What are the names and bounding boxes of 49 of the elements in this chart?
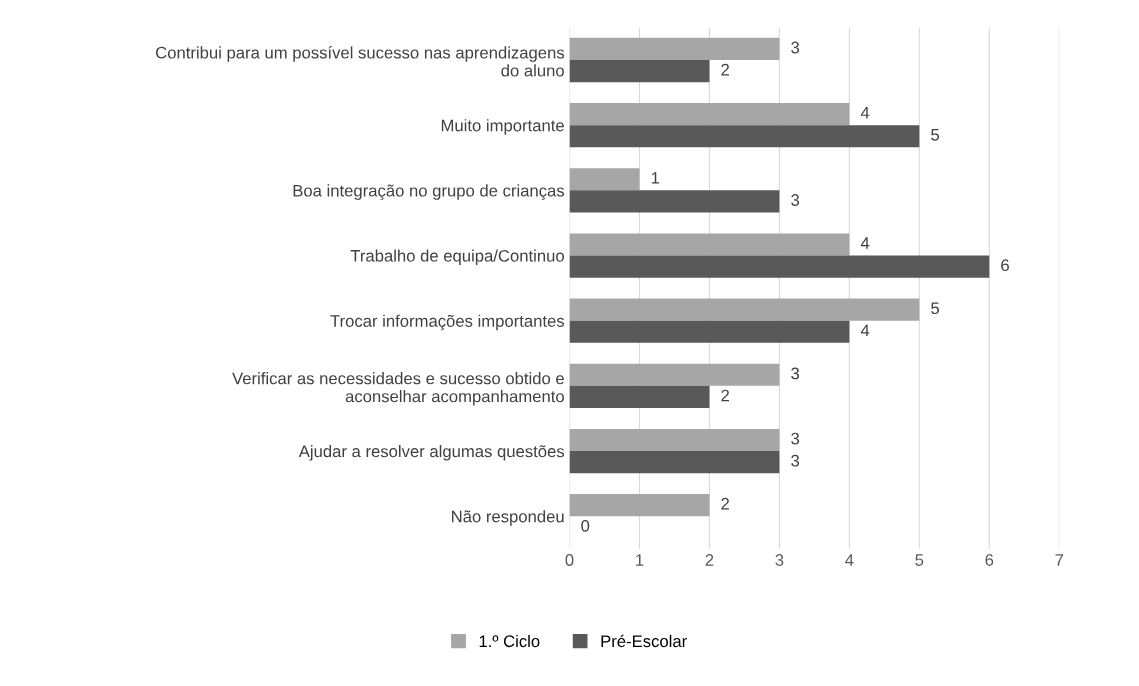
bar [569, 125, 920, 148]
legend-label: Pré-Escolar [601, 634, 687, 648]
data-label: 3 [791, 454, 800, 467]
bar [569, 494, 710, 517]
data-label: 3 [791, 432, 800, 445]
data-label: 3 [791, 194, 800, 206]
bar [569, 103, 850, 126]
data-label: 5 [931, 302, 940, 315]
data-label: 5 [931, 129, 940, 141]
data-label: 3 [791, 367, 800, 380]
bar [569, 37, 780, 61]
data-label: 1 [651, 172, 660, 184]
y-tick-label: Ajudar a resolver algumas questões [298, 445, 565, 461]
data-label: 2 [721, 389, 729, 402]
y-tick-label: Boa integração no grupo de crianças [293, 184, 565, 200]
data-label: 0 [581, 519, 590, 532]
bar [569, 428, 780, 452]
y-tick-label: Não respondeu [452, 510, 564, 526]
bar [569, 255, 990, 278]
bar [569, 60, 710, 83]
x-tick-label: 6 [985, 554, 994, 566]
bar [569, 320, 850, 343]
y-tick-label: Trocar informações importantes [330, 314, 565, 331]
bar [569, 190, 780, 213]
y-tick-label: Verificar as necessidades e sucesso obtido e aconselhar acompanhamento [232, 372, 564, 406]
bar [569, 451, 780, 474]
x-tick-label: 2 [705, 554, 714, 566]
legend-label: 1.º Ciclo [479, 634, 540, 648]
data-label: 4 [860, 324, 870, 337]
bar [569, 385, 710, 409]
x-tick-label: 4 [845, 554, 854, 566]
data-label: 3 [791, 41, 800, 54]
x-tick-label: 1 [636, 554, 644, 566]
x-tick-label: 0 [565, 554, 574, 566]
data-label: 2 [721, 497, 729, 510]
bar [569, 298, 920, 321]
data-label: 6 [1001, 259, 1009, 272]
y-tick-label: Trabalho de equipa/Continuo [350, 249, 564, 266]
x-tick-label: 3 [775, 554, 784, 566]
bar [569, 168, 640, 191]
x-tick-label: 7 [1055, 554, 1064, 566]
data-label: 4 [860, 237, 870, 249]
x-tick-label: 5 [915, 554, 924, 566]
y-tick-label: Contribui para um possível sucesso nas aprendizagens do aluno [156, 46, 565, 77]
data-label: 4 [860, 106, 870, 119]
data-label: 2 [721, 63, 729, 76]
bar [569, 363, 780, 386]
bar [569, 233, 850, 256]
y-tick-label: Muito importante [441, 119, 564, 135]
